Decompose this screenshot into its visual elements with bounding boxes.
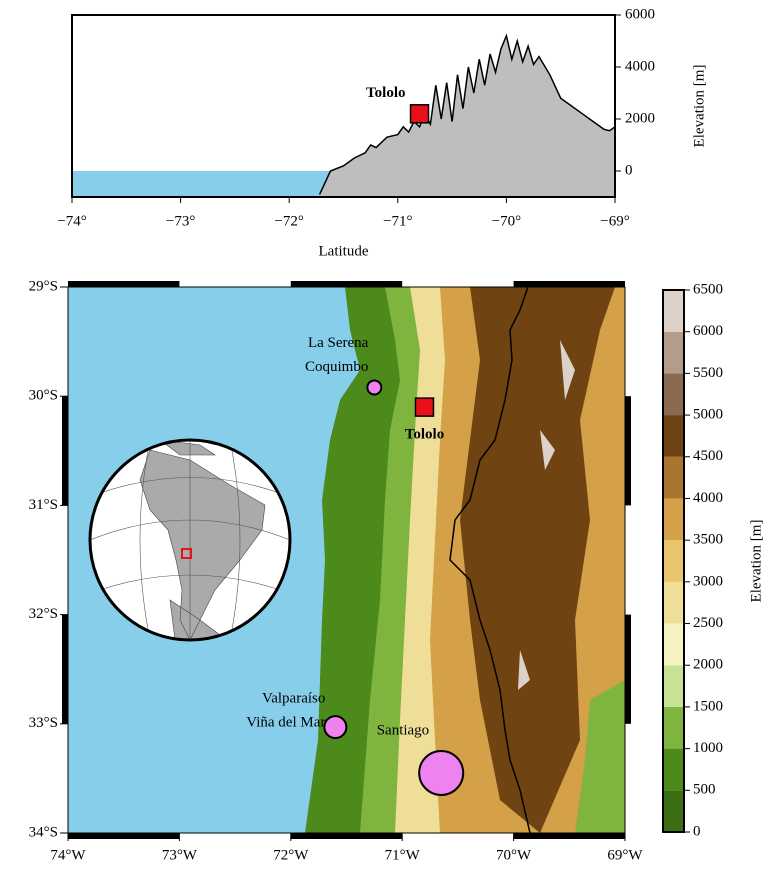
colorbar-band xyxy=(663,331,684,374)
city-marker xyxy=(418,749,465,796)
y-axis-label: Elevation [m] xyxy=(691,65,707,148)
frame-bar xyxy=(625,614,631,724)
colorbar-tick-label: 3000 xyxy=(693,573,723,589)
profile-frame xyxy=(71,14,616,198)
x-tick-label: 72°W xyxy=(273,847,309,863)
frame-bar xyxy=(290,281,403,287)
colorbar-band xyxy=(663,665,684,707)
colorbar-band xyxy=(663,498,684,541)
x-axis-label: Latitude xyxy=(319,243,369,259)
x-tick-label: −74° xyxy=(57,213,86,229)
inset-globe xyxy=(88,438,292,642)
x-tick-label: −72° xyxy=(274,213,303,229)
colorbar-band xyxy=(663,540,684,582)
argentina-lowland xyxy=(575,680,625,833)
y-tick-label: 34°S xyxy=(29,824,58,840)
colorbar-tick-label: 5500 xyxy=(693,365,723,381)
frame-bar xyxy=(68,281,180,287)
terrain-area xyxy=(319,35,615,197)
frame-bar xyxy=(62,396,68,506)
colorbar-band xyxy=(663,581,684,624)
colorbar-tick-label: 6500 xyxy=(693,281,723,297)
city-label: Valparaíso xyxy=(262,691,325,707)
frame-bar xyxy=(513,281,625,287)
colorbar-band xyxy=(663,706,684,749)
city-label: Santiago xyxy=(377,722,430,738)
colorbar-tick-label: 4500 xyxy=(693,448,723,464)
y-tick-label: 6000 xyxy=(625,6,655,22)
colorbar-tick-label: 0 xyxy=(693,823,701,839)
y-tick-label: 30°S xyxy=(29,388,58,404)
sea-area xyxy=(72,171,331,197)
observatory-label: Tololo xyxy=(405,427,444,443)
city-label: Viña del Mar xyxy=(246,715,325,731)
x-tick-label: 71°W xyxy=(385,847,421,863)
frame-bar xyxy=(62,614,68,724)
colorbar-band xyxy=(663,623,684,666)
y-tick-label: 2000 xyxy=(625,110,655,126)
tololo-label: Tololo xyxy=(366,85,405,101)
colorbar-frame xyxy=(662,289,685,833)
colorbar-tick-label: 6000 xyxy=(693,323,723,339)
y-tick-label: 33°S xyxy=(29,715,58,731)
y-tick-label: 32°S xyxy=(29,606,58,622)
x-tick-label: 73°W xyxy=(162,847,198,863)
colorbar-band xyxy=(663,790,684,832)
colorbar-band xyxy=(663,290,684,332)
map-terrain xyxy=(68,287,625,833)
x-tick-label: −69° xyxy=(600,213,629,229)
frame-bar xyxy=(513,833,625,839)
colorbar-band xyxy=(663,415,684,457)
city-marker xyxy=(366,379,383,396)
x-tick-label: −71° xyxy=(383,213,412,229)
colorbar-band xyxy=(663,748,684,791)
colorbar-tick-label: 4000 xyxy=(693,490,723,506)
tololo-marker xyxy=(409,104,430,124)
colorbar-band xyxy=(663,456,684,499)
colorbar-tick-label: 1500 xyxy=(693,698,723,714)
y-tick-label: 4000 xyxy=(625,58,655,74)
frame-bar xyxy=(68,833,180,839)
city-marker xyxy=(323,715,348,740)
x-tick-label: −73° xyxy=(166,213,195,229)
city-label: Coquimbo xyxy=(305,359,368,375)
colorbar-tick-label: 3500 xyxy=(693,532,723,548)
peaks xyxy=(518,340,575,690)
colorbar-tick-label: 2500 xyxy=(693,615,723,631)
border xyxy=(449,287,531,833)
colorbar-tick-label: 2000 xyxy=(693,657,723,673)
terrain-line xyxy=(318,33,616,195)
colorbar-tick-label: 1000 xyxy=(693,740,723,756)
x-tick-label: −70° xyxy=(492,213,521,229)
frame-bar xyxy=(290,833,403,839)
colorbar-label: Elevation [m] xyxy=(748,520,764,603)
y-tick-label: 31°S xyxy=(29,497,58,513)
colorbar-tick-label: 5000 xyxy=(693,407,723,423)
y-tick-label: 0 xyxy=(625,162,633,178)
y-tick-label: 29°S xyxy=(29,278,58,294)
x-tick-label: 70°W xyxy=(496,847,532,863)
city-label: La Serena xyxy=(308,335,369,351)
colorbar-tick-label: 500 xyxy=(693,782,716,798)
frame-bar xyxy=(625,396,631,506)
colorbar-band xyxy=(663,373,684,416)
x-tick-label: 69°W xyxy=(607,847,643,863)
observatory-marker xyxy=(414,397,435,417)
x-tick-label: 74°W xyxy=(50,847,86,863)
